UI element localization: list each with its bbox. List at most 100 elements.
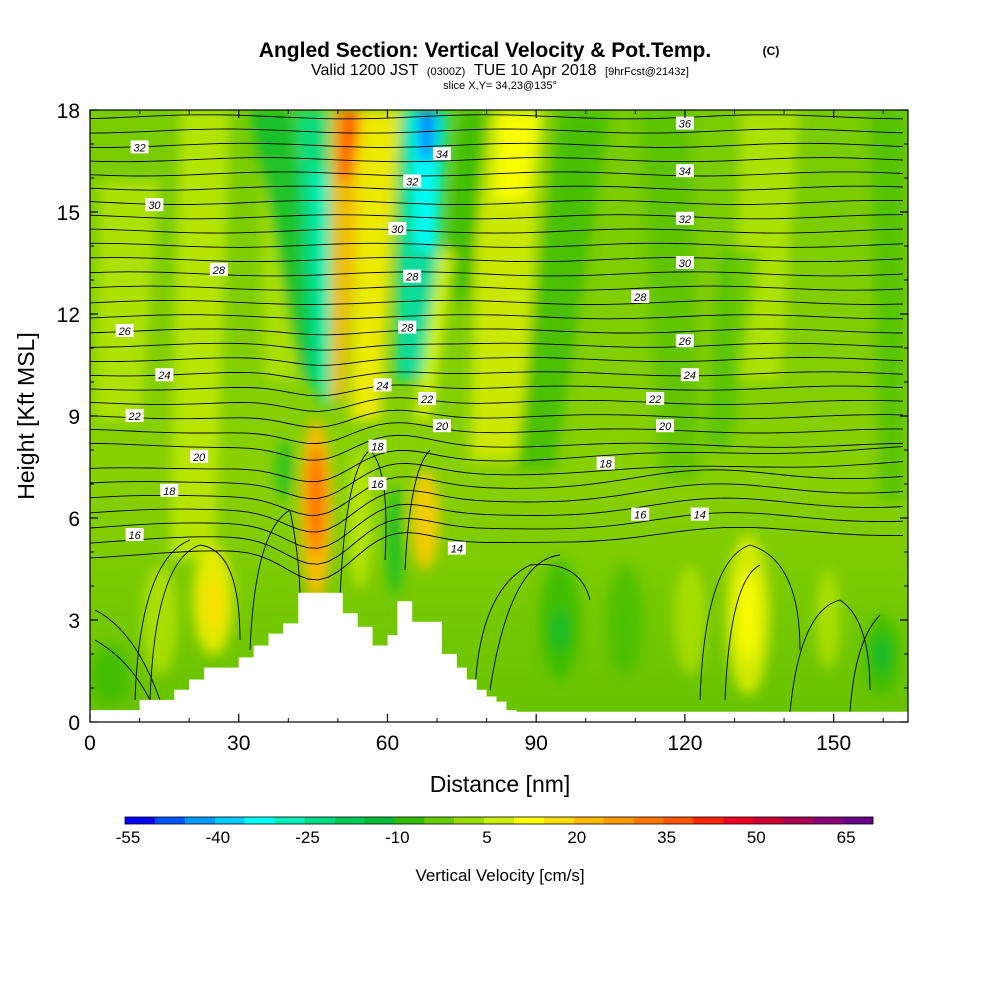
colorbar-swatch [334,817,365,824]
isentrope-label-text: 16 [371,479,384,491]
isentrope-label: 32 [130,140,149,154]
valid-date: TUE 10 Apr 2018 [474,62,597,79]
colorbar-swatch [214,817,245,824]
isentrope-label-text: 24 [157,370,170,382]
isentrope [90,285,904,291]
isentrope [90,357,904,366]
forecast-info: [9hrFcst@2143z] [605,66,689,78]
isentrope-label: 28 [398,320,417,335]
isentrope-label-box [656,419,675,433]
colorbar-swatch [304,817,335,824]
x-axis: 0 30 60 90 120 150 [84,110,884,755]
isentrope-label: 34 [675,164,694,178]
isentrope-label: 28 [209,262,228,277]
colorbar-swatch [783,817,814,824]
isentrope-label-text: 32 [679,214,691,226]
isentrope-label: 32 [403,174,422,188]
colorbar-swatch [154,817,186,824]
isentrope-label-box [160,483,179,497]
colorbar-swatch [394,817,425,824]
isentrope-label: 18 [368,439,387,454]
colorbar-swatch [543,817,575,824]
isentrope-label-box [388,222,407,235]
isentrope-label-box [646,392,665,405]
colorbar-swatch [753,817,784,824]
isentrope [90,314,904,320]
isentrope-label: 30 [145,198,164,212]
isentrope [90,342,904,351]
isentrope-label-text: 26 [118,326,132,338]
colorbar-tick-label: -10 [385,828,410,847]
colorbar-tick-label: 20 [567,828,586,847]
isentrope-label: 36 [675,116,694,131]
isentrope [90,242,904,248]
isentrope [90,371,904,381]
isentrope-label-box [368,477,387,490]
isentrope-label-box [403,174,422,188]
isentrope-label-box [398,320,417,334]
isentrope-label-text: 20 [192,452,206,464]
x-tick-label: 30 [227,732,250,755]
isentrope-label-box [125,409,144,422]
isentrope-label: 34 [432,147,451,161]
isentrope-label-text: 28 [633,292,647,304]
slice-info: slice X,Y= 34,23@135° [443,80,557,92]
valid-utc: (0300Z) [427,66,466,78]
isentrope-label-box [690,507,709,521]
isentrope-label-text: 22 [127,411,140,423]
y-tick-label: 9 [68,406,80,429]
isentrope [90,469,904,516]
x-tick-label: 0 [84,732,96,755]
isentrope-label-text: 22 [420,394,433,406]
isentrope-label-box [675,256,694,269]
isentrope-label-box [631,290,650,303]
x-tick-label: 90 [525,732,548,755]
colorbar-swatch [723,817,754,824]
isentrope [90,157,904,163]
isentrope-label-box [631,507,650,521]
colorbar-swatch [663,817,694,824]
isentrope [90,434,904,461]
isentrope [90,512,904,565]
isentrope-label-box [432,419,451,433]
colorbar-tick-label: -55 [116,828,141,847]
colorbar-swatch [184,817,216,824]
isentrope-label-box [115,324,134,337]
isentrope-label-text: 32 [406,176,418,188]
colorbar-swatch [274,817,305,824]
isentrope-label-text: 16 [634,510,647,522]
isentrope-label: 24 [680,368,699,382]
isentrope-label: 22 [125,409,144,423]
isentrope [90,171,904,177]
isentrope [90,185,904,191]
colorbar-swatch [693,817,724,824]
isentrope-label: 14 [447,541,466,556]
colorbar-swatch [843,817,874,824]
isentrope-label: 26 [115,324,134,338]
isentrope-label: 26 [675,334,694,348]
isentrope [90,397,904,412]
isentrope [90,114,904,120]
isentrope-label: 28 [631,290,650,304]
lower-contours [94,449,881,713]
colorbar-swatch [244,817,275,824]
isentrope-label-box [190,449,209,463]
isentrope-label-text: 18 [163,486,176,498]
isentrope-label: 14 [690,507,709,522]
isentrope-label-box [596,456,615,470]
isentrope-label-text: 14 [694,510,706,522]
isentrope [90,384,904,397]
x-tick-label: 60 [376,732,399,755]
isentrope-label-box [373,378,392,392]
isentrope-label-box [418,392,437,405]
isentrope-label-text: 28 [400,323,414,335]
isentrope-label: 28 [403,269,422,284]
isentrope-label-box [145,198,164,212]
isentrope-label-box [125,528,144,541]
colorbar-swatch [484,817,515,824]
isentrope [90,257,904,263]
isentrope-label-text: 34 [436,149,448,161]
isentrope-label-box [447,541,466,555]
isentrope-label-text: 20 [435,421,449,433]
isentrope-label-box [130,140,149,154]
